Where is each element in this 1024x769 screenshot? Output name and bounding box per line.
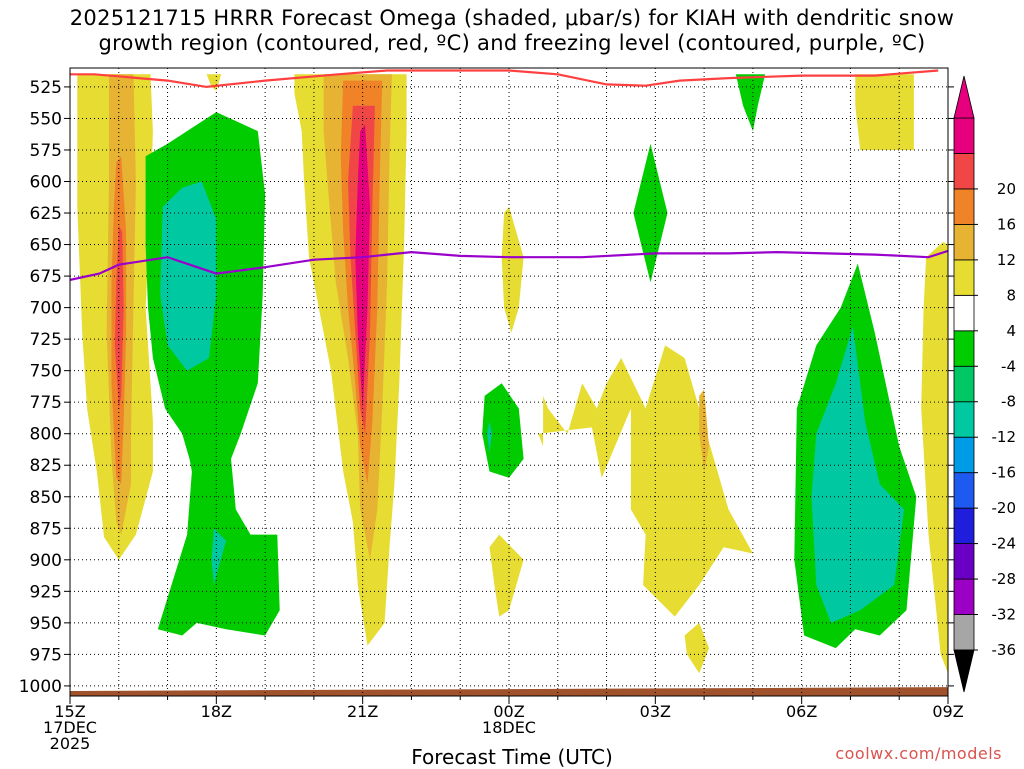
colorbar-band-9 [953, 294, 975, 332]
colorbar-label--36: -36 [992, 641, 1017, 659]
y-axis: 525 550 575 600 625 650 675 700 725 750 775 800 825 8… [19, 78, 954, 697]
y-tick-label-675: 675 [30, 267, 62, 287]
x-tick-label-15: 06Z [786, 702, 817, 721]
colorbar-min-arrow [953, 649, 975, 693]
y-tick-label-525: 525 [30, 78, 62, 98]
colorbar-label-4: 4 [1006, 322, 1016, 340]
y-tick-label-600: 600 [30, 172, 62, 192]
y-tick-label-775: 775 [30, 393, 62, 413]
colorbar-band-2 [953, 543, 975, 580]
y-tick-label-900: 900 [30, 551, 62, 571]
colorbar-label--16: -16 [992, 464, 1017, 482]
x-tick-label-6: 21Z [347, 702, 378, 721]
omega-region-descent-06z-teal [811, 326, 905, 623]
colorbar: -36 -32 -28 -24 -20 -16 -12 -8 -4 4 8 12 16 20 [953, 75, 1017, 693]
omega-shading [77, 74, 948, 674]
ground-surface [70, 687, 948, 696]
y-tick-label-575: 575 [30, 141, 62, 161]
colorbar-label--4: -4 [1001, 357, 1016, 375]
omega-region-ascent-21z-magenta [355, 124, 370, 409]
colorbar-label-20: 20 [997, 180, 1016, 198]
colorbar-max-arrow [953, 75, 975, 119]
omega-region-descent-18z-low-teal [211, 528, 227, 585]
y-tick-label-625: 625 [30, 204, 62, 224]
colorbar-band-1 [953, 578, 975, 615]
y-tick-label-1000: 1000 [19, 677, 62, 697]
omega-region-descent-17z-teal [160, 181, 217, 371]
y-tick-label-750: 750 [30, 362, 62, 382]
colorbar-band-5 [953, 436, 975, 474]
x-axis: 15Z 17DEC 2025 18Z 21Z 00Z 18DEC 03Z 06Z 09Z [43, 696, 964, 753]
freezing-level-line [70, 249, 948, 281]
colorbar-band-7 [953, 365, 975, 403]
omega-region-descent-04z-green [735, 74, 766, 132]
colorbar-band-14 [953, 117, 975, 154]
colorbar-band-4 [953, 472, 975, 509]
chart-title: 2025121715 HRRR Forecast Omega (shaded, … [0, 6, 1024, 56]
omega-region-yellow-2330z-low [489, 534, 524, 617]
y-tick-label-725: 725 [30, 330, 62, 350]
omega-region-yellow-02z-blob [538, 345, 753, 617]
y-tick-label-650: 650 [30, 236, 62, 256]
omega-region-orange-0330z [699, 389, 709, 472]
x-tick-label-18: 09Z [932, 702, 963, 721]
chart-title-line2: growth region (contoured, red, ºC) and f… [98, 31, 926, 55]
x-axis-label: Forecast Time (UTC) [411, 745, 613, 769]
colorbar-label--20: -20 [992, 499, 1017, 517]
colorbar-band-3 [953, 507, 975, 544]
colorbar-label-16: 16 [997, 215, 1016, 233]
ground-layer [70, 687, 948, 696]
colorbar-band-6 [953, 401, 975, 438]
dgz-contour-line [70, 69, 939, 89]
colorbar-label--12: -12 [992, 428, 1017, 446]
y-tick-label-550: 550 [30, 109, 62, 129]
y-tick-label-925: 925 [30, 582, 62, 602]
colorbar-band-11 [953, 223, 975, 261]
contour-lines [70, 69, 948, 281]
omega-region-top-yellow-18z [206, 74, 222, 91]
y-tick-label-875: 875 [30, 519, 62, 539]
omega-region-descent-2330z-green [482, 383, 524, 478]
colorbar-band-0 [953, 614, 975, 651]
colorbar-label-8: 8 [1006, 286, 1016, 304]
colorbar-band-12 [953, 188, 975, 225]
y-tick-label-825: 825 [30, 456, 62, 476]
colorbar-label--24: -24 [992, 535, 1017, 553]
y-tick-label-850: 850 [30, 488, 62, 508]
y-tick-label-800: 800 [30, 425, 62, 445]
grid-lines [70, 68, 948, 696]
y-tick-label-700: 700 [30, 299, 62, 319]
omega-region-descent-2330z-teal [487, 421, 492, 453]
colorbar-band-10 [953, 259, 975, 296]
colorbar-label--28: -28 [992, 570, 1017, 588]
x-tick-label-9: 00Z 18DEC [482, 702, 536, 737]
omega-region-ascent-early-red [114, 225, 124, 409]
omega-region-yellow-09z-edge [921, 242, 948, 674]
source-credit: coolwx.com/models [835, 744, 1002, 763]
colorbar-band-13 [953, 153, 975, 190]
chart-title-line1: 2025121715 HRRR Forecast Omega (shaded, … [69, 6, 955, 30]
y-tick-label-950: 950 [30, 614, 62, 634]
y-tick-label-975: 975 [30, 645, 62, 665]
colorbar-label--8: -8 [1001, 393, 1016, 411]
omega-region-yellow-0730z-top [855, 74, 914, 150]
omega-region-yellow-2330z-tall [501, 206, 524, 333]
x-tick-label-3: 18Z [201, 702, 232, 721]
x-tick-label-0: 15Z 17DEC 2025 [43, 702, 97, 753]
colorbar-band-8 [953, 330, 975, 367]
colorbar-label-12: 12 [997, 251, 1016, 269]
x-tick-label-12: 03Z [640, 702, 671, 721]
omega-region-yellow-04z-low [684, 622, 709, 674]
colorbar-label--32: -32 [992, 606, 1017, 624]
